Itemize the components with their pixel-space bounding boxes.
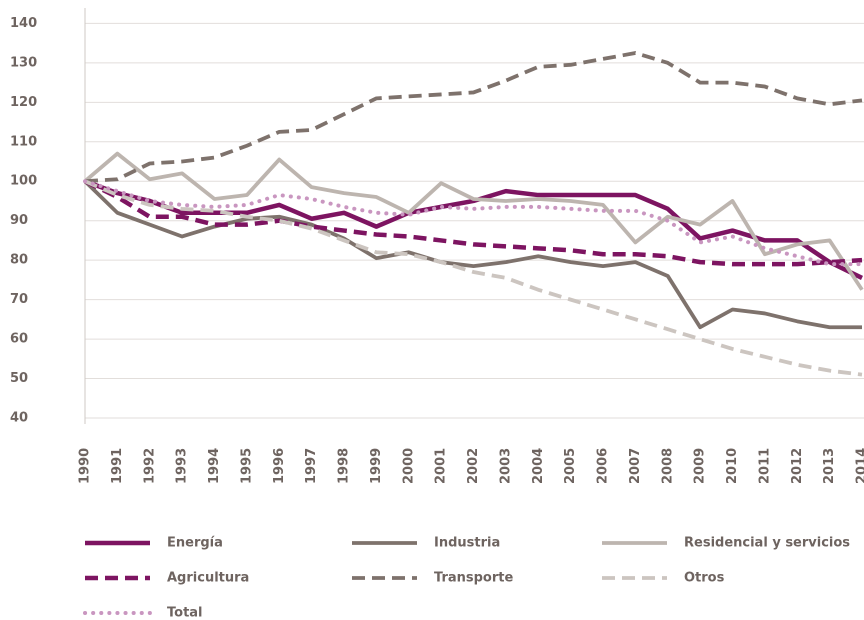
x-tick-label: 1997 <box>304 448 319 484</box>
x-tick-label: 2013 <box>822 448 837 484</box>
legend-label: Residencial y servicios <box>684 536 850 551</box>
x-tick-label: 2006 <box>596 448 611 484</box>
y-tick-label: 120 <box>10 95 37 110</box>
series-line <box>84 51 863 184</box>
x-tick-label: 2011 <box>757 448 772 484</box>
series-line <box>83 179 862 330</box>
y-tick-label: 90 <box>10 213 28 228</box>
series-line <box>83 179 864 267</box>
x-tick-label: 2000 <box>401 448 416 484</box>
x-tick-label: 2003 <box>498 448 513 484</box>
series-line <box>84 179 863 280</box>
x-tick-label: 1994 <box>207 448 222 484</box>
x-tick-label: 2001 <box>434 448 449 484</box>
x-tick-label: 1999 <box>369 448 384 484</box>
x-tick-label: 1993 <box>175 448 190 484</box>
x-tick-label: 1998 <box>337 448 352 484</box>
x-tick-label: 2002 <box>466 448 481 484</box>
legend-label: Industria <box>434 536 500 551</box>
y-tick-label: 110 <box>10 134 37 149</box>
y-tick-label: 40 <box>10 411 28 426</box>
y-tick-label: 60 <box>10 332 28 347</box>
legend-label: Otros <box>684 571 725 586</box>
x-tick-label: 2005 <box>563 448 578 484</box>
legend-label: Transporte <box>434 571 513 586</box>
series-line <box>83 151 864 291</box>
x-tick-label: 1991 <box>110 448 125 484</box>
x-tick-label: 2008 <box>660 448 675 484</box>
legend-label: Total <box>167 606 203 620</box>
x-tick-label: 2004 <box>531 448 546 484</box>
y-tick-label: 70 <box>10 292 28 307</box>
x-tick-label: 2014 <box>855 448 864 484</box>
x-tick-label: 1990 <box>78 448 93 484</box>
x-tick-label: 2010 <box>725 448 740 484</box>
y-tick-label: 80 <box>10 253 28 268</box>
y-tick-label: 130 <box>10 55 37 70</box>
legend-label: Agricultura <box>167 571 249 586</box>
series-line <box>84 179 863 377</box>
x-tick-label: 1992 <box>142 448 157 484</box>
x-tick-label: 1996 <box>272 448 287 484</box>
x-tick-label: 2007 <box>628 448 643 484</box>
y-tick-label: 140 <box>10 16 37 31</box>
y-tick-label: 50 <box>10 371 28 386</box>
x-tick-label: 2012 <box>790 448 805 484</box>
y-tick-label: 100 <box>10 174 37 189</box>
series-line <box>84 179 863 267</box>
legend-label: Energía <box>167 536 223 551</box>
x-tick-label: 1995 <box>239 448 254 484</box>
x-tick-label: 2009 <box>693 448 708 484</box>
